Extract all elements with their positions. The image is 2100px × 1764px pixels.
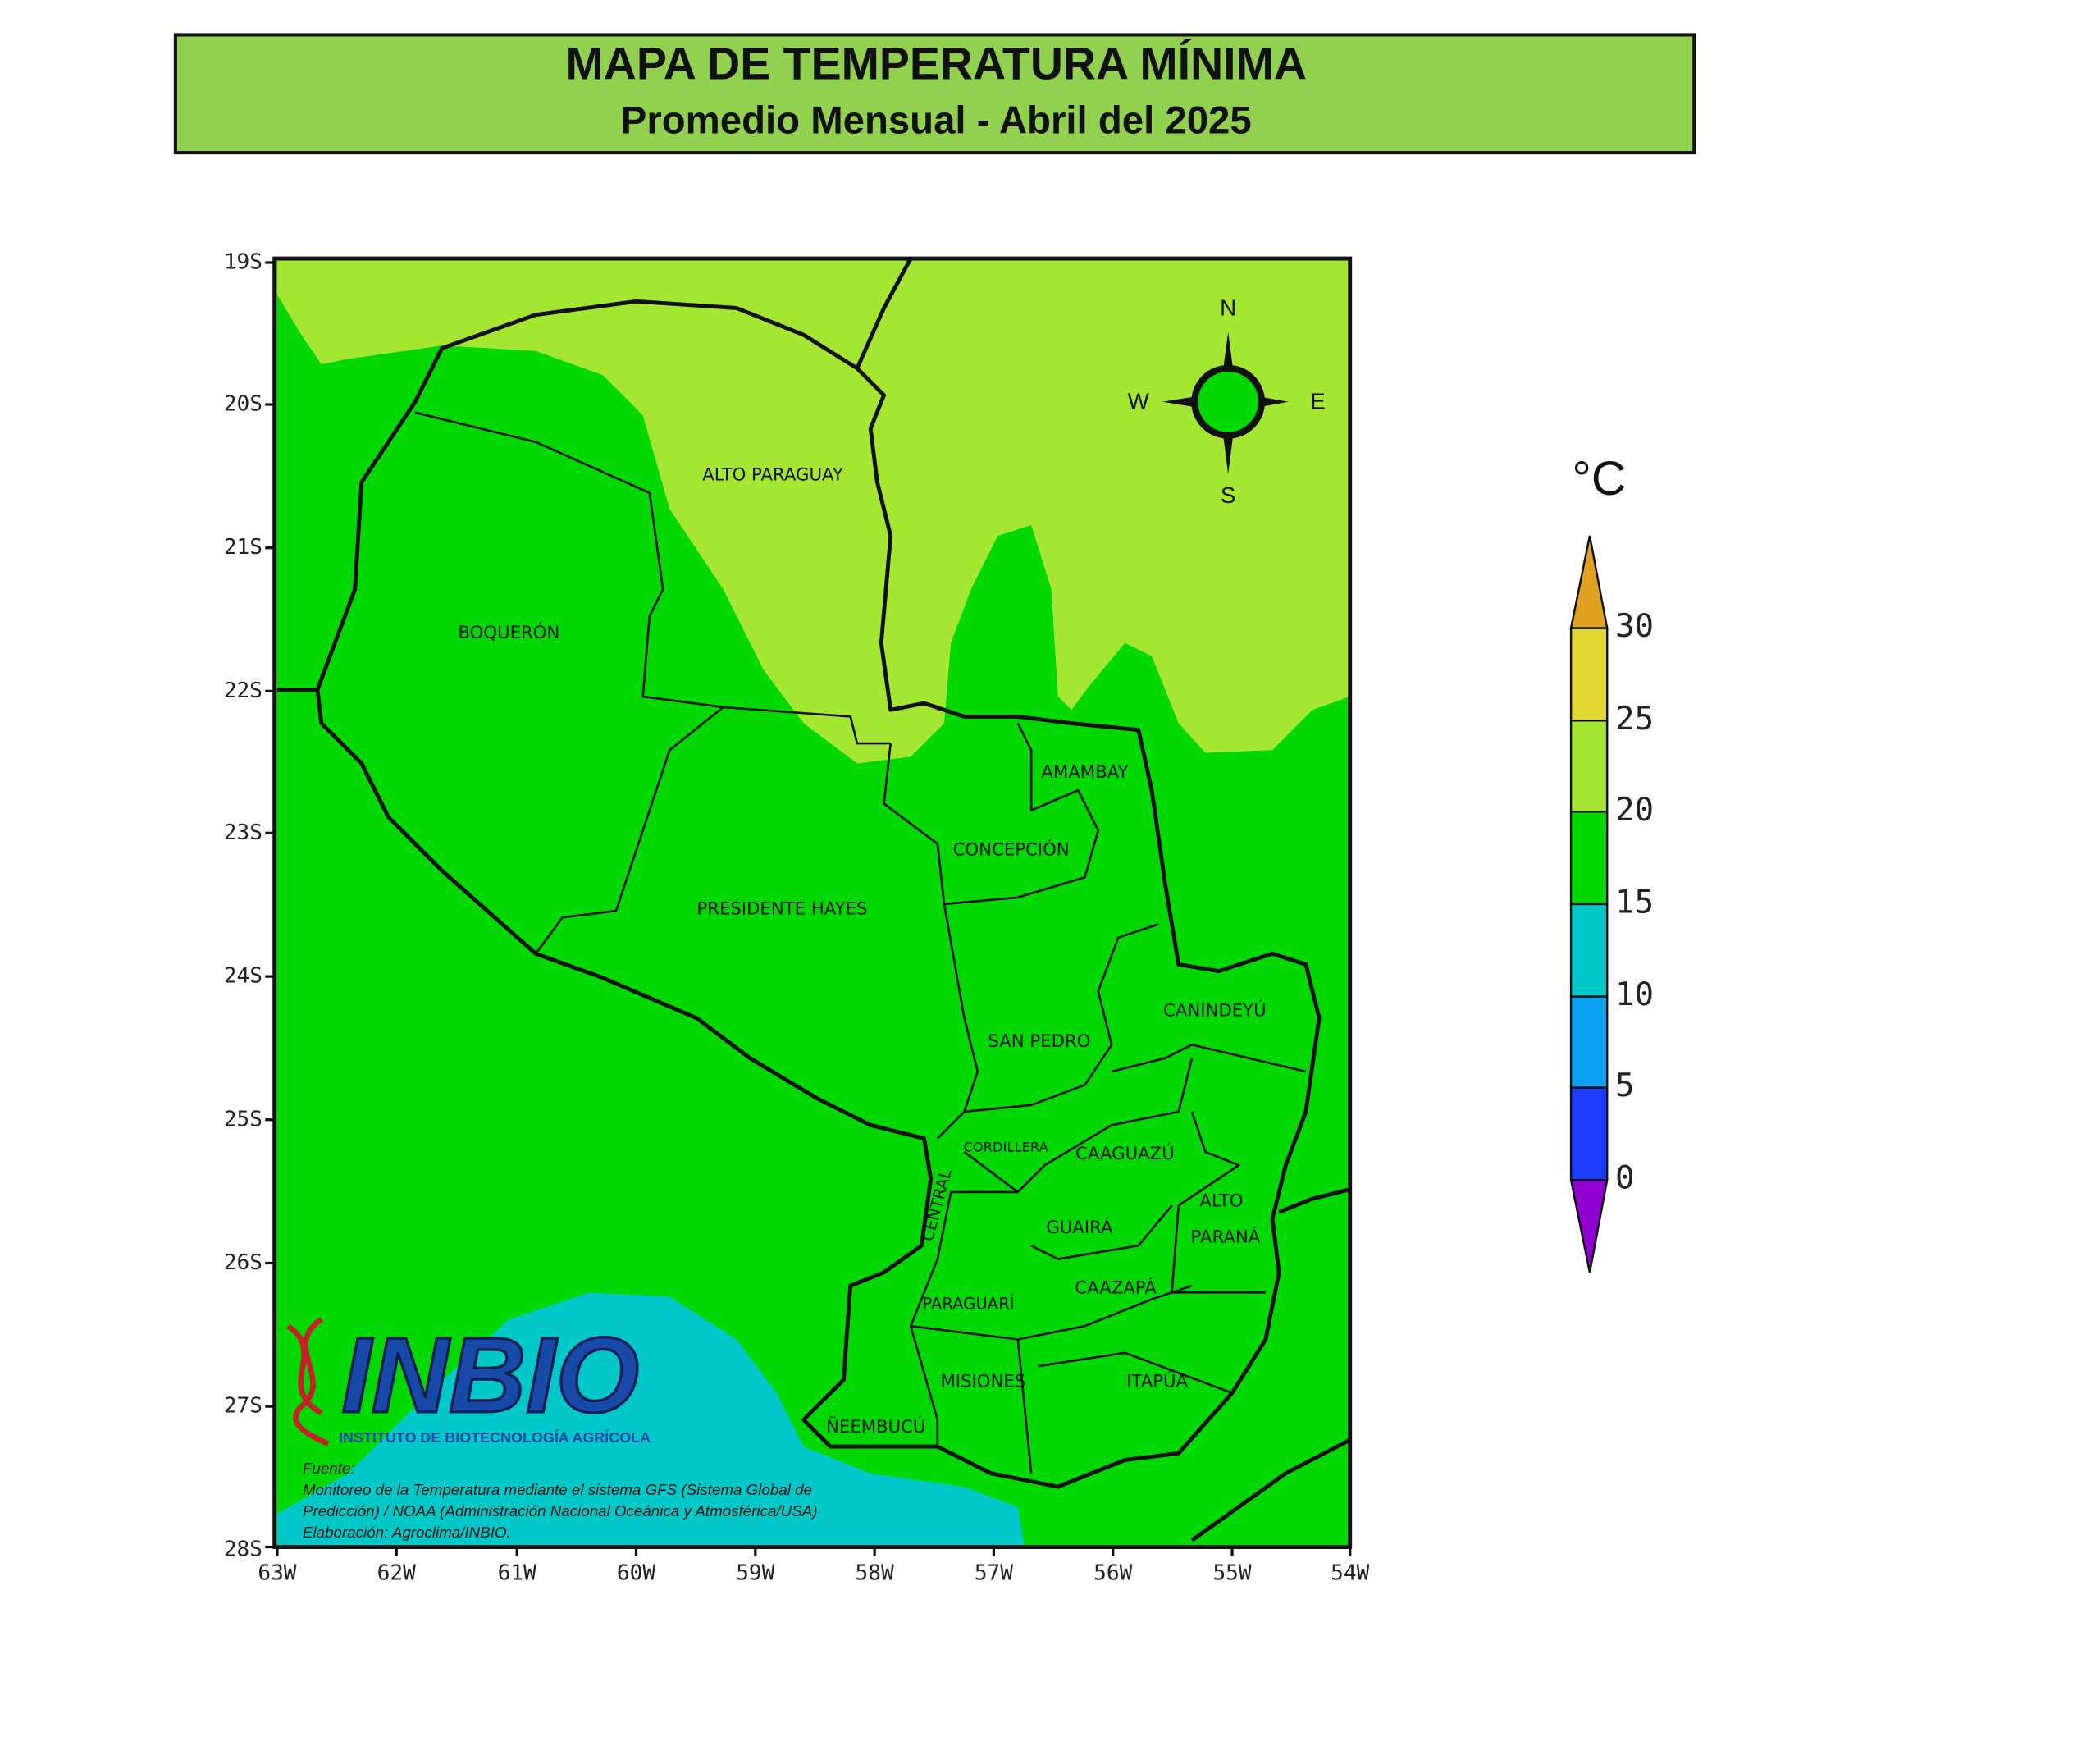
region-label: PRESIDENTE HAYES	[696, 898, 867, 919]
region-label: ÑEEMBUCÚ	[826, 1415, 925, 1437]
title-box	[173, 33, 1696, 155]
zone-10-15	[276, 1292, 1025, 1547]
lat-label: 28S	[224, 1537, 262, 1561]
lon-label: 62W	[377, 1561, 416, 1586]
legend-label: 25	[1615, 701, 1654, 738]
region-label: CONCEPCIÓN	[953, 839, 1070, 861]
region-label: ITAPÚA	[1126, 1371, 1188, 1392]
title: MAPA DE TEMPERATURA MÍNIMA	[566, 38, 1307, 89]
legend: °C 30 25 20 15 10 5 0	[1569, 452, 1654, 1273]
lat-label: 23S	[224, 820, 262, 845]
graticule-ticks	[265, 261, 1352, 1556]
lon-label: 55W	[1212, 1561, 1251, 1586]
lat-label: 24S	[224, 964, 262, 989]
source-line: Monitoreo de la Temperatura mediante el …	[303, 1481, 812, 1498]
legend-label: 20	[1615, 792, 1654, 829]
region-label: PARANÁ	[1191, 1226, 1261, 1247]
logo-subtitle: INSTITUTO DE BIOTECNOLOGÍA AGRÍCOLA	[339, 1428, 651, 1446]
legend-label: 0	[1615, 1160, 1635, 1197]
lat-label: 26S	[224, 1250, 262, 1275]
lon-label: 63W	[258, 1561, 296, 1586]
country-border	[276, 299, 1322, 1489]
logo-name: INBIO	[341, 1315, 639, 1435]
lat-label: 21S	[224, 535, 262, 560]
legend-label: 5	[1615, 1067, 1635, 1104]
lon-label: 60W	[617, 1561, 655, 1586]
source-line: Fuente:	[303, 1460, 355, 1477]
compass-e: E	[1310, 389, 1326, 414]
source-line: Predicción) / NOAA (Administración Nacio…	[303, 1502, 818, 1520]
region-label: BOQUERÓN	[458, 622, 559, 643]
region-label: AMAMBAY	[1041, 762, 1128, 783]
compass-w: W	[1128, 389, 1150, 414]
map: 19S 20S 21S 22S 23S 24S 25S 26S 27S 28S …	[224, 249, 1370, 1585]
region-label: SAN PEDRO	[988, 1031, 1090, 1052]
region-label: ALTO	[1199, 1190, 1243, 1211]
source-line: Elaboración: Agroclima/INBIO.	[303, 1524, 511, 1541]
region-label: PARAGUARÍ	[922, 1295, 1014, 1314]
logo: INBIO INSTITUTO DE BIOTECNOLOGÍA AGRÍCOL…	[286, 1314, 651, 1446]
region-label: CAAZAPÁ	[1075, 1277, 1157, 1298]
zone-20-25	[276, 258, 1350, 764]
subtitle: Promedio Mensual - Abril del 2025	[621, 99, 1252, 143]
compass-n: N	[1220, 295, 1236, 320]
lat-label: 22S	[224, 679, 262, 703]
lon-label: 61W	[498, 1561, 536, 1586]
lat-label: 25S	[224, 1107, 262, 1131]
lon-label: 54W	[1331, 1561, 1369, 1586]
lon-label: 59W	[736, 1561, 774, 1586]
legend-label: 15	[1615, 884, 1654, 921]
region-label: MISIONES	[940, 1372, 1025, 1392]
legend-label: 30	[1615, 608, 1654, 645]
legend-unit: °C	[1572, 452, 1626, 505]
lat-label: 27S	[224, 1394, 262, 1419]
lat-label: 20S	[224, 392, 262, 417]
region-label: GUAIRÁ	[1046, 1217, 1113, 1238]
region-label: ALTO PARAGUAY	[702, 465, 843, 486]
department-border	[414, 411, 1307, 1474]
compass: N S W E	[1128, 295, 1326, 508]
map-frame	[272, 256, 1353, 1549]
compass-s: S	[1221, 482, 1236, 508]
legend-label: 10	[1615, 976, 1654, 1013]
lon-label: 57W	[975, 1561, 1013, 1586]
lon-label: 58W	[856, 1561, 894, 1586]
region-label: CAAGUAZÚ	[1075, 1143, 1175, 1164]
region-label: CANINDEYÚ	[1163, 1000, 1267, 1021]
lat-label: 19S	[224, 249, 262, 274]
country-border	[855, 257, 1351, 1542]
region-label: CORDILLERA	[963, 1140, 1048, 1155]
lon-label: 56W	[1093, 1561, 1132, 1586]
